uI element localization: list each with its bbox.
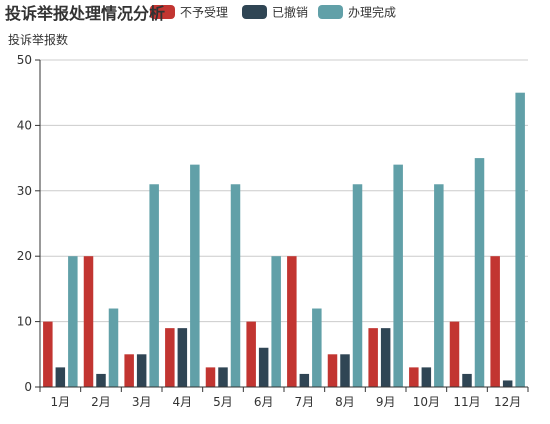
legend-swatch [242,5,267,19]
bar-2-5[interactable] [218,367,228,387]
x-tick-label: 10月 [413,395,440,409]
x-tick-label: 1月 [51,395,71,409]
bar-2-2[interactable] [96,373,106,387]
bar-3-4[interactable] [190,164,200,387]
bar-1-6[interactable] [246,321,256,387]
bar-1-4[interactable] [165,328,175,387]
bar-1-5[interactable] [205,367,216,387]
legend[interactable]: 不予受理 已撤销 办理完成 [150,5,396,20]
bar-3-10[interactable] [434,184,444,387]
y-tick-label: 50 [17,53,32,67]
bar-1-12[interactable] [490,256,500,387]
bar-1-9[interactable] [368,328,378,387]
x-tick-label: 5月 [213,395,233,409]
bars [43,92,525,387]
bar-1-2[interactable] [83,256,94,387]
legend-item-1[interactable]: 不予受理 [150,5,228,20]
bar-3-2[interactable] [108,308,119,387]
chart-title: 投诉举报处理情况分析 [5,4,165,23]
y-tick-label: 30 [17,184,32,198]
gridlines [40,59,528,323]
legend-swatch [150,5,175,19]
bar-1-10[interactable] [409,367,419,387]
x-tick-label: 2月 [91,395,111,409]
x-tick-label: 8月 [335,395,355,409]
x-tick-label: 3月 [132,395,152,409]
bar-2-4[interactable] [177,328,188,387]
bar-1-11[interactable] [449,321,460,387]
legend-item-2[interactable]: 已撤销 [242,5,308,20]
bar-3-11[interactable] [474,158,485,387]
y-axis-label: 投诉举报数 [8,32,68,47]
legend-label: 已撤销 [272,5,308,20]
bar-1-1[interactable] [43,321,53,387]
bar-2-8[interactable] [340,354,350,387]
y-tick-label: 10 [17,315,32,329]
bar-1-8[interactable] [327,354,338,387]
bar-3-5[interactable] [230,184,241,387]
y-tick-label: 0 [24,380,32,394]
bar-3-7[interactable] [312,308,322,387]
legend-swatch [318,5,343,19]
legend-label: 不予受理 [180,6,228,20]
x-tick-label: 11月 [453,395,480,409]
x-tick-label: 6月 [254,395,274,409]
legend-label: 办理完成 [348,5,396,20]
bar-2-9[interactable] [380,328,391,387]
bar-1-7[interactable] [287,256,297,387]
x-tick-label: 9月 [376,395,396,409]
bar-3-9[interactable] [393,164,403,387]
bar-1-3[interactable] [124,354,134,387]
y-tick-label: 40 [17,118,32,132]
bar-2-7[interactable] [299,373,310,387]
bar-2-1[interactable] [55,367,66,387]
bar-3-12[interactable] [515,92,525,387]
x-tick-label: 7月 [295,395,315,409]
bar-3-8[interactable] [352,184,363,387]
bar-2-6[interactable] [258,347,269,387]
x-tick-label: 4月 [173,395,193,409]
legend-item-3[interactable]: 办理完成 [318,5,396,20]
bar-2-11[interactable] [462,373,472,387]
bar-2-10[interactable] [421,367,432,387]
y-tick-label: 20 [17,249,32,263]
bar-3-6[interactable] [271,256,281,387]
bar-2-12[interactable] [502,380,513,387]
x-tick-label: 12月 [494,395,521,409]
axes: 0 10 20 30 40 50 1月 2月 3月 4月 5月 6月 7月 8月 9月 10月 11月 12月 [17,53,529,409]
bar-3-3[interactable] [149,184,159,387]
bar-2-3[interactable] [136,354,147,387]
bar-3-1[interactable] [68,256,78,387]
